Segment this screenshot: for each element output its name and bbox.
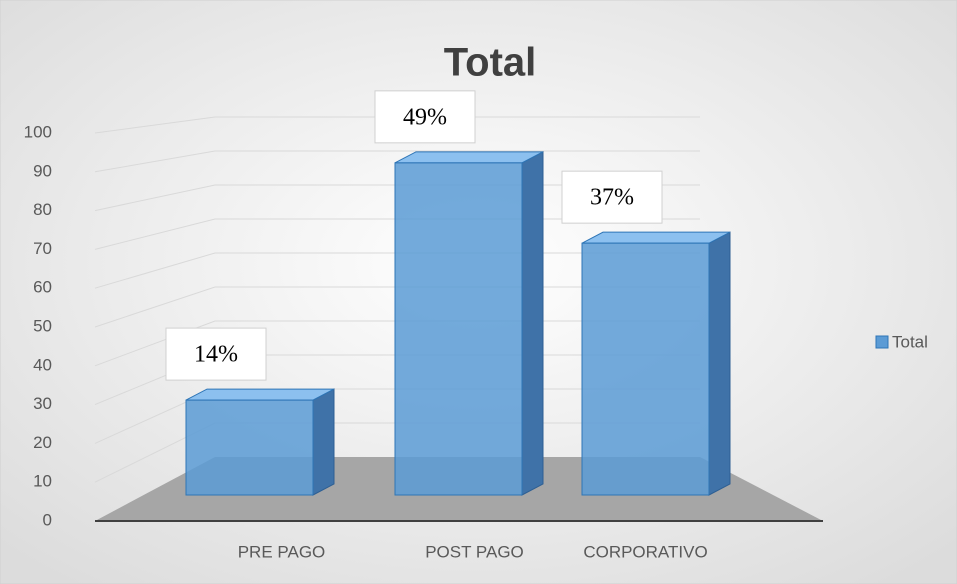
value-label-box [374, 90, 476, 144]
y-tick-label: 90 [33, 161, 52, 180]
x-tick-label: PRE PAGO [238, 542, 326, 561]
value-label-box [165, 327, 267, 381]
y-tick-label: 40 [33, 355, 52, 374]
legend-swatch [875, 335, 889, 349]
y-tick-label: 10 [33, 472, 52, 491]
y-tick-label: 50 [33, 316, 52, 335]
chart-title: Total [444, 41, 537, 85]
value-label: 14% [194, 342, 238, 368]
y-tick-label: 20 [33, 433, 52, 452]
bar-top [185, 388, 335, 401]
bar-top [581, 231, 731, 244]
x-tick-label: POST PAGO [425, 542, 524, 561]
y-tick-label: 80 [33, 200, 52, 219]
value-label-box [561, 170, 663, 224]
y-tick-label: 30 [33, 394, 52, 413]
grid-line [94, 116, 700, 134]
y-tick-label: 100 [24, 122, 52, 141]
bar [185, 399, 314, 496]
bar-side [708, 231, 731, 496]
grid-line [94, 150, 700, 173]
y-tick-label: 70 [33, 239, 52, 258]
legend-label: Total [892, 332, 928, 351]
bar-side [312, 388, 335, 496]
x-tick-label: CORPORATIVO [583, 542, 707, 561]
bar-top [394, 151, 544, 164]
value-label: 49% [403, 104, 447, 130]
bar [581, 242, 710, 496]
bar [394, 162, 523, 496]
y-tick-label: 0 [43, 510, 52, 529]
bar-side [521, 151, 544, 496]
value-label: 37% [590, 185, 634, 211]
y-tick-label: 60 [33, 278, 52, 297]
